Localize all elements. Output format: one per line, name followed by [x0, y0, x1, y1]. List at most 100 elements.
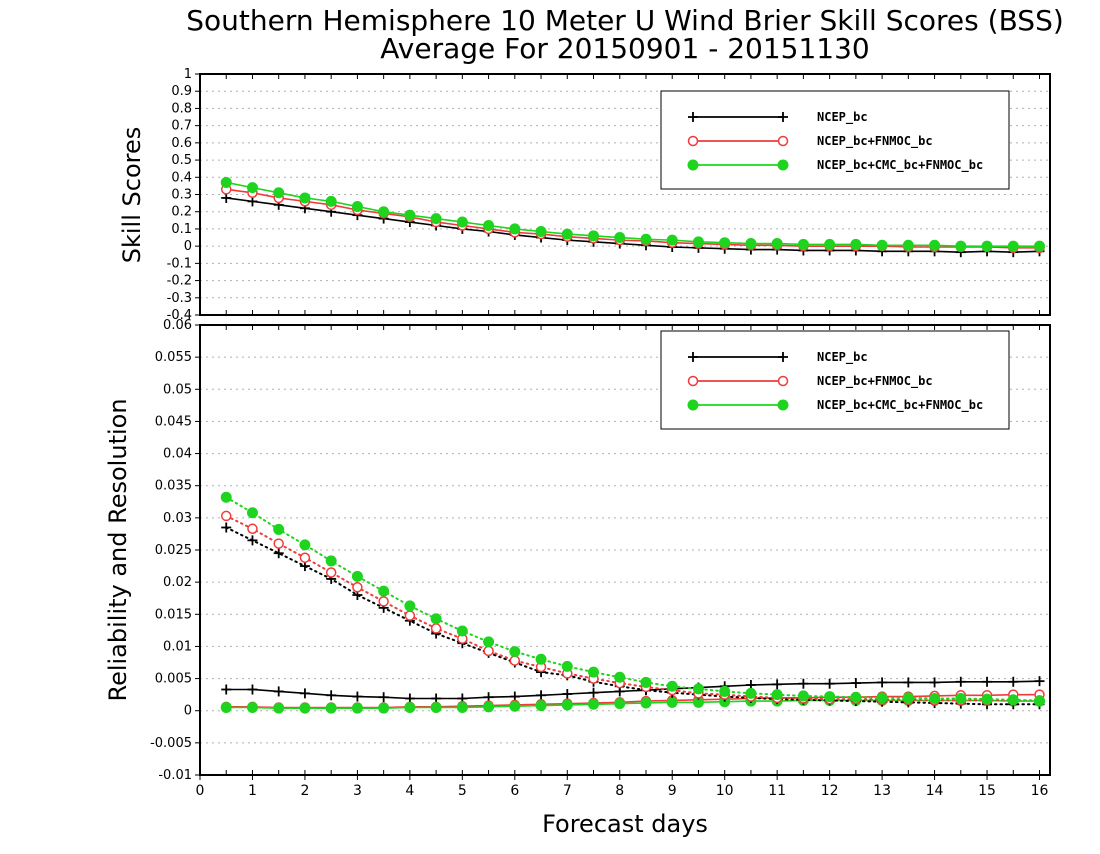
data-point	[666, 234, 678, 246]
data-point	[955, 676, 966, 687]
data-point	[404, 610, 416, 621]
data-point	[247, 684, 258, 695]
data-point	[220, 491, 232, 503]
y-tick-label: 0.5	[171, 153, 192, 168]
x-tick-label: 0	[196, 783, 205, 799]
data-point	[719, 237, 731, 249]
data-point	[456, 625, 468, 637]
data-point	[220, 176, 232, 188]
data-point	[430, 623, 442, 634]
data-point	[299, 552, 311, 563]
data-point	[588, 687, 599, 698]
chart-title-line2: Average For 20150901 - 20151130	[380, 32, 869, 65]
data-point	[614, 698, 626, 710]
data-point	[246, 182, 258, 194]
legend-marker	[687, 399, 699, 411]
data-point	[221, 192, 232, 203]
data-point	[535, 700, 547, 712]
x-tick-label: 13	[873, 783, 891, 799]
data-point	[221, 522, 232, 533]
legend-marker	[777, 399, 789, 411]
data-point	[299, 539, 311, 551]
legend-marker	[688, 112, 698, 122]
data-point	[902, 239, 914, 251]
y-tick-label: -0.4	[167, 308, 192, 323]
data-point	[640, 697, 652, 709]
y-tick-label: 0.1	[171, 222, 192, 237]
y-tick-label: 0.015	[155, 607, 192, 622]
data-point	[299, 688, 310, 699]
data-point	[903, 677, 914, 688]
data-point	[1008, 676, 1019, 687]
data-point	[666, 696, 678, 708]
data-point	[981, 240, 993, 252]
data-point	[483, 645, 494, 657]
x-tick-label: 3	[353, 783, 362, 799]
data-point	[378, 702, 390, 714]
data-point	[982, 676, 993, 687]
y-tick-label: 0.045	[155, 414, 192, 429]
data-point	[536, 690, 547, 701]
skill-scores-panel: -0.4 -0.3 -0.2 -0.1 0 0.1 0.2 0.3 0.4 0.5 0.6 0.7 0.…	[167, 67, 1051, 323]
data-point	[850, 238, 862, 250]
data-point	[246, 507, 258, 519]
data-point	[640, 233, 652, 245]
series-line	[226, 197, 1040, 253]
data-point	[220, 702, 232, 713]
data-point	[483, 636, 495, 648]
series-line	[225, 496, 1041, 703]
data-point	[326, 690, 337, 701]
legend: NCEP_bc NCEP_bc+FNMOC_bc NCEP_bc+CMC_bc+FN…	[660, 330, 1010, 430]
x-tick-label: 8	[615, 783, 624, 799]
legend-label: NCEP_bc+CMC_bc+FNMOC_bc	[817, 398, 983, 413]
data-point	[404, 702, 416, 713]
legend-marker	[777, 135, 789, 147]
legend: NCEP_bc NCEP_bc+FNMOC_bc NCEP_bc+CMC_bc+FN…	[660, 90, 1010, 190]
legend-label: NCEP_bc+FNMOC_bc	[817, 134, 933, 149]
data-point	[745, 687, 757, 699]
plot-frame	[199, 73, 1051, 316]
legend-marker	[777, 159, 789, 171]
data-point	[588, 666, 600, 678]
x-tick-label: 12	[821, 783, 839, 799]
data-point	[745, 238, 757, 250]
data-point	[273, 523, 285, 535]
y-tick-label: 0.9	[171, 84, 192, 99]
y-tick-label: 0.01	[163, 639, 192, 654]
x-tick-label: 16	[1031, 783, 1049, 799]
data-point	[378, 206, 390, 218]
data-point	[1034, 676, 1045, 687]
data-point	[614, 232, 626, 244]
series-ncep-bc-cmc-bc-fnmoc-bc	[220, 176, 1046, 252]
data-point	[981, 693, 993, 705]
data-point	[299, 702, 311, 714]
data-point	[430, 213, 442, 225]
data-point	[404, 209, 416, 221]
series-ncep-bc-resolution	[221, 522, 1045, 710]
y-tick-label: -0.1	[167, 256, 192, 271]
plot-area	[220, 491, 1046, 714]
legend-marker	[778, 112, 788, 122]
data-point	[273, 702, 285, 714]
data-point	[692, 236, 704, 248]
data-point	[299, 192, 311, 204]
y-tick-label: 0.005	[155, 672, 192, 687]
data-point	[247, 196, 258, 207]
legend-item: NCEP_bc+CMC_bc+FNMOC_bc	[687, 398, 983, 413]
legend-marker	[778, 352, 788, 362]
y-tick-label: -0.2	[167, 274, 192, 289]
data-point	[509, 646, 521, 658]
data-point	[876, 239, 888, 251]
data-point	[247, 535, 258, 546]
plot-area	[220, 176, 1046, 258]
data-point	[509, 655, 521, 666]
plot-frame	[199, 324, 1051, 776]
x-tick-label: 6	[510, 783, 519, 799]
y-tick-label: -0.005	[150, 736, 192, 751]
data-point	[614, 671, 626, 683]
data-point	[850, 678, 861, 689]
data-point	[351, 702, 363, 714]
data-point	[640, 676, 652, 688]
data-point	[850, 691, 862, 703]
